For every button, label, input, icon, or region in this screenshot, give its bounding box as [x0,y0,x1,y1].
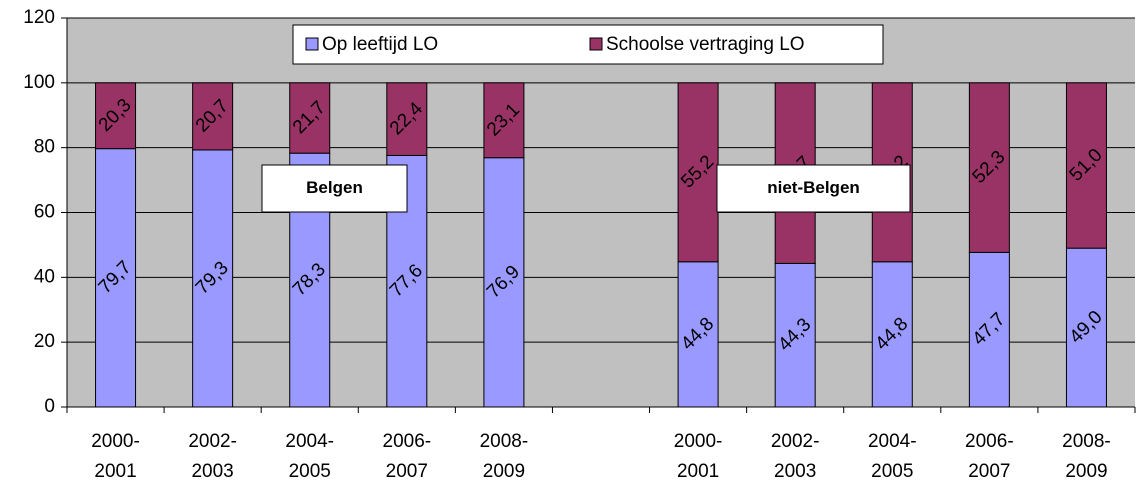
bar-segment [774,262,816,408]
bar-segment [968,251,1010,408]
bar-segment [95,148,137,408]
x-tick-label: 2000-2001 [91,431,140,482]
y-tick-label: 120 [23,7,55,28]
y-tick-label: 0 [44,396,55,417]
annotation: Belgen [306,178,363,197]
x-tick-label: 2002-2003 [770,431,820,482]
legend-swatch [305,37,319,51]
x-tick-label: 2004-2005 [867,431,917,482]
x-tick-label: 2006-2007 [382,431,432,482]
legend-swatch [589,37,603,51]
bar-segment [386,82,428,156]
bar-segment [1065,82,1107,249]
x-tick-label: 2006-2007 [965,431,1014,482]
annotation: niet-Belgen [767,178,860,197]
x-tick-label: 2002-2003 [188,431,237,482]
bar-segment [968,82,1010,253]
bar-segment [677,82,719,263]
bar-segment [192,149,234,408]
legend-label: Op leeftijd LO [322,34,438,55]
legend-label: Schoolse vertraging LO [606,34,805,55]
bar-segment [289,82,331,154]
bar-segment [95,82,137,150]
annotation-box [716,164,911,213]
bar-segment [192,82,234,151]
y-tick-label: 40 [34,266,55,287]
bar-segment [871,261,913,408]
x-tick-label: 2004-2005 [285,431,335,482]
bar-segment [483,82,525,159]
annotation-box [261,164,408,213]
x-tick-label: 2008-2009 [1062,431,1111,482]
y-tick-label: 80 [34,137,55,158]
legend-box [292,24,884,65]
bar-segment [677,261,719,408]
x-tick-label: 2000-2001 [673,431,723,482]
x-tick-label: 2008-2009 [479,431,529,482]
bar-segment [1065,247,1107,408]
y-tick-label: 60 [34,202,55,223]
y-tick-label: 100 [23,72,55,93]
y-tick-label: 20 [34,331,55,352]
